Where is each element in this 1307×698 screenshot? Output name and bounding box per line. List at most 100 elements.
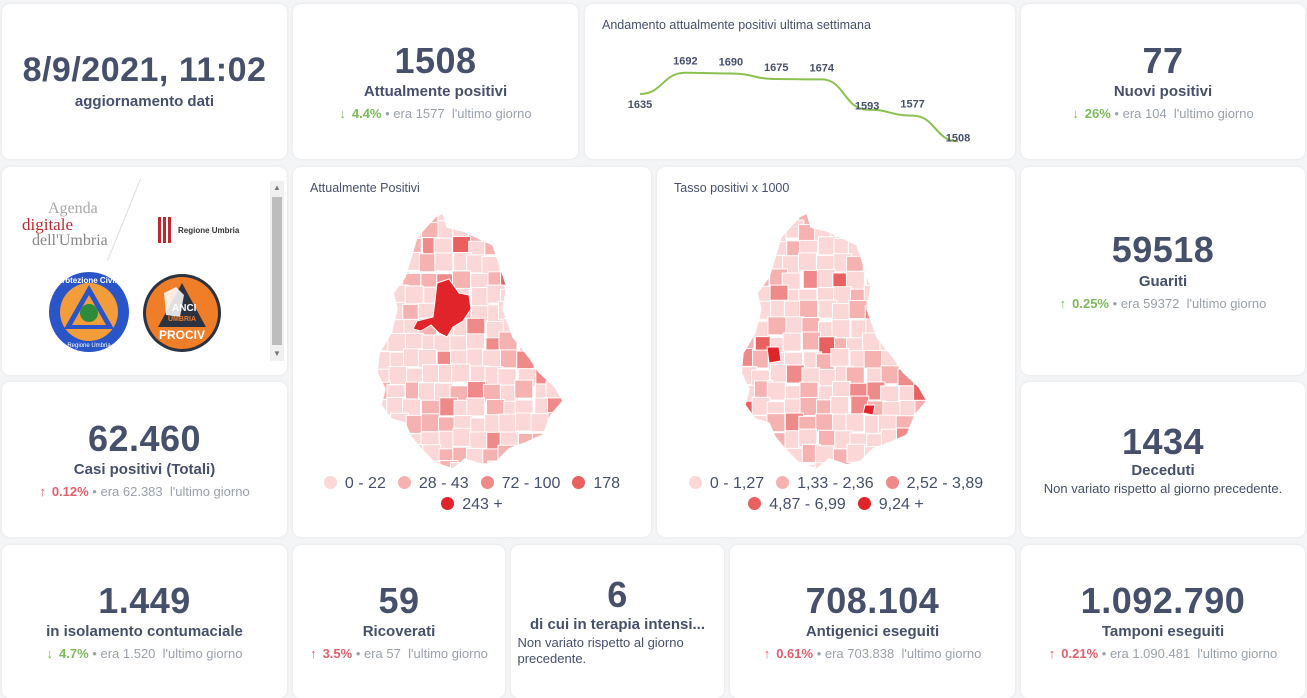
legend-item[interactable]: 28 - 43 [397, 473, 469, 494]
map-municipality[interactable] [546, 305, 565, 325]
map-municipality[interactable] [568, 226, 586, 244]
map-municipality[interactable] [498, 300, 518, 320]
map-municipality[interactable] [549, 433, 568, 453]
map-municipality[interactable] [883, 283, 903, 303]
map-municipality[interactable] [562, 444, 581, 464]
map-municipality[interactable] [913, 223, 932, 243]
map-municipality[interactable] [880, 365, 900, 385]
map-municipality-hot[interactable] [412, 278, 472, 338]
map-municipality[interactable] [547, 335, 566, 355]
map-municipality[interactable] [846, 205, 866, 224]
legend-item[interactable]: 1,33 - 2,36 [776, 473, 874, 494]
map-municipality[interactable] [911, 446, 930, 466]
map-municipality[interactable] [752, 431, 772, 451]
map-municipality[interactable] [833, 210, 853, 229]
map-municipality[interactable] [913, 413, 932, 433]
map-municipality[interactable] [882, 206, 902, 225]
map-municipality[interactable] [813, 206, 833, 225]
map-municipality[interactable] [767, 204, 787, 223]
map-municipality[interactable] [929, 223, 947, 241]
map-municipality[interactable] [546, 365, 565, 385]
map-municipality[interactable] [928, 448, 946, 466]
map-municipality[interactable] [561, 269, 580, 289]
map-municipality[interactable] [913, 251, 932, 271]
legend-item[interactable]: 0 - 1,27 [688, 473, 764, 494]
map-municipality[interactable] [915, 239, 934, 259]
map-municipality-hot[interactable] [862, 404, 876, 416]
map-municipality[interactable] [534, 272, 554, 292]
legend-item[interactable]: 178 [572, 473, 620, 494]
map-municipality[interactable] [895, 427, 915, 447]
map-municipality[interactable] [736, 272, 755, 292]
umbria-map-positivi[interactable] [293, 197, 651, 487]
map-municipality[interactable] [481, 210, 501, 229]
map-municipality[interactable] [566, 319, 584, 337]
map-municipality[interactable] [547, 224, 566, 244]
map-municipality[interactable] [768, 448, 788, 468]
map-municipality[interactable] [388, 251, 408, 271]
map-municipality[interactable] [878, 318, 898, 338]
map-municipality[interactable] [879, 254, 899, 274]
map-municipality[interactable] [371, 431, 390, 451]
map-municipality[interactable] [911, 315, 930, 335]
map-municipality[interactable] [518, 317, 538, 337]
map-municipality[interactable] [532, 336, 552, 356]
map-municipality[interactable] [450, 208, 470, 227]
map-municipality[interactable] [531, 285, 551, 305]
map-municipality[interactable] [375, 221, 394, 241]
map-municipality[interactable] [531, 301, 551, 321]
map-municipality[interactable] [862, 332, 882, 352]
map-municipality[interactable] [911, 268, 930, 288]
map-municipality[interactable] [466, 380, 486, 400]
map-municipality[interactable] [898, 286, 918, 306]
map-municipality[interactable] [452, 236, 472, 256]
map-municipality[interactable] [898, 353, 918, 373]
map-municipality[interactable] [517, 303, 537, 323]
legend-item[interactable]: 243 + [441, 494, 503, 515]
umbria-map-tasso[interactable] [657, 197, 1015, 487]
map-municipality[interactable] [561, 235, 580, 255]
map-municipality[interactable] [882, 267, 902, 287]
map-municipality[interactable] [894, 336, 914, 356]
map-municipality[interactable] [501, 253, 521, 273]
map-municipality[interactable] [894, 254, 914, 274]
map-municipality[interactable] [754, 219, 774, 239]
map-municipality[interactable] [896, 445, 916, 465]
map-municipality[interactable] [930, 417, 948, 435]
map-municipality[interactable] [815, 413, 835, 433]
map-municipality[interactable] [925, 433, 944, 453]
map-municipality[interactable] [896, 224, 916, 244]
map-municipality[interactable] [797, 252, 817, 272]
map-municipality[interactable] [568, 380, 586, 398]
map-municipality[interactable] [376, 445, 395, 465]
map-municipality[interactable] [911, 300, 930, 320]
map-municipality[interactable] [830, 396, 850, 416]
map-municipality[interactable] [739, 283, 758, 303]
map-municipality[interactable] [566, 287, 584, 305]
map-municipality[interactable] [897, 239, 917, 259]
map-municipality[interactable] [738, 207, 757, 226]
legend-item[interactable]: 72 - 100 [480, 473, 560, 494]
map-municipality[interactable] [514, 207, 534, 226]
map-municipality[interactable] [534, 446, 554, 466]
legend-item[interactable]: 4,87 - 6,99 [748, 494, 846, 515]
map-municipality[interactable] [881, 445, 901, 465]
map-municipality[interactable] [926, 304, 945, 324]
map-municipality[interactable] [466, 397, 486, 417]
map-municipality[interactable] [928, 206, 946, 224]
map-municipality[interactable] [785, 316, 805, 336]
legend-item[interactable]: 0 - 22 [323, 473, 386, 494]
map-municipality[interactable] [514, 284, 534, 304]
map-municipality[interactable] [548, 349, 567, 369]
map-municipality[interactable] [375, 300, 394, 320]
map-municipality[interactable] [767, 316, 787, 336]
map-municipality[interactable] [516, 271, 536, 291]
map-municipality[interactable] [487, 221, 507, 241]
map-municipality[interactable] [801, 331, 821, 351]
map-municipality[interactable] [434, 252, 454, 272]
map-municipality[interactable] [419, 206, 439, 225]
map-municipality[interactable] [420, 413, 440, 433]
map-municipality[interactable] [375, 256, 394, 276]
map-municipality[interactable] [373, 207, 392, 226]
map-municipality[interactable] [914, 333, 933, 353]
